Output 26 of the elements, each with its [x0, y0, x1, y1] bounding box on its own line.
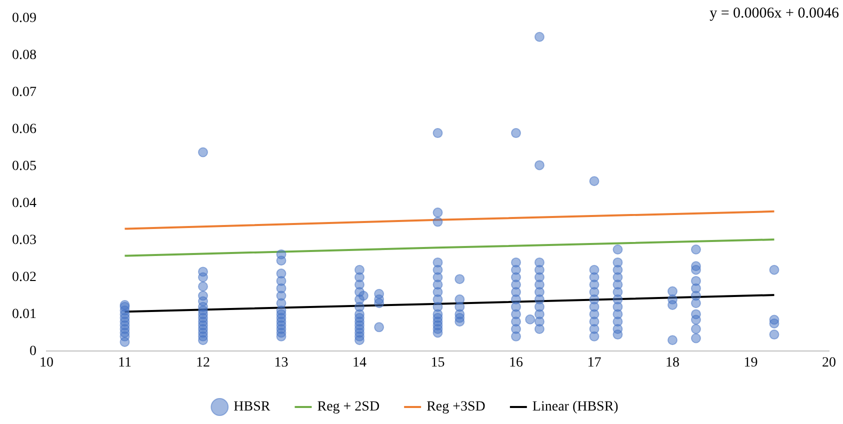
x-tick-label: 15 — [430, 355, 445, 370]
y-tick-label: 0.08 — [12, 48, 36, 64]
y-tick-label: 0.05 — [12, 158, 36, 174]
x-tick-label: 13 — [274, 355, 288, 370]
annotation: y = 0.0006x + 0.0046 — [710, 5, 840, 22]
legend-label: Linear (HBSR) — [532, 400, 619, 415]
x-tick-label: 18 — [666, 355, 680, 370]
x-tick-label: 19 — [744, 355, 758, 370]
legend-label: Reg +3SD — [426, 400, 486, 415]
y-tick-label: 0.01 — [12, 306, 36, 322]
y-tick-label: 0.07 — [12, 85, 36, 100]
x-tick-label: 10 — [40, 355, 54, 370]
y-tick-label: 0.04 — [12, 196, 36, 211]
y-tick-label: 0.06 — [12, 122, 36, 138]
x-tick-label: 14 — [352, 355, 366, 370]
y-tick-label: 0.03 — [12, 232, 36, 248]
x-tick-label: 11 — [118, 355, 132, 370]
legend-label: HBSR — [234, 400, 271, 415]
y-tick-label: 0.09 — [12, 11, 36, 26]
x-tick-label: 20 — [822, 355, 836, 370]
y-tick-label: 0 — [30, 344, 36, 359]
x-tick-label: 12 — [196, 355, 210, 370]
x-tick-label: 16 — [509, 355, 523, 370]
legend-label: Reg + 2SD — [317, 400, 380, 415]
y-tick-label: 0.02 — [12, 270, 36, 285]
x-tick-label: 17 — [587, 355, 602, 370]
